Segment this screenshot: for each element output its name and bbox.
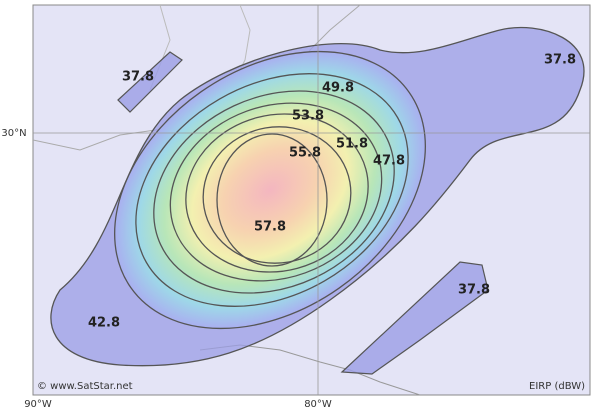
contour-line xyxy=(153,90,395,294)
contour-label: 37.8 xyxy=(544,53,576,68)
longitude-label: 90°W xyxy=(24,399,52,410)
contour-label: 57.8 xyxy=(254,220,286,235)
contour-37-8-south xyxy=(340,261,489,375)
contour-line xyxy=(169,102,383,282)
unit-label: EIRP (dBW) xyxy=(529,381,585,392)
contour-line xyxy=(185,113,369,273)
contour-label: 42.8 xyxy=(88,316,120,331)
contour-label: 49.8 xyxy=(322,81,354,96)
contour-label: 53.8 xyxy=(292,109,324,124)
contour-line xyxy=(135,73,409,307)
contour-label: 47.8 xyxy=(373,154,405,169)
map-body xyxy=(33,5,590,395)
contour-label: 37.8 xyxy=(122,70,154,85)
latitude-label: 30°N xyxy=(1,128,26,139)
contour-label: 51.8 xyxy=(336,137,368,152)
copyright: © www.SatStar.net xyxy=(37,381,133,392)
contour-line xyxy=(216,133,328,267)
contour-line xyxy=(202,126,352,264)
contour-label: 37.8 xyxy=(458,283,490,298)
longitude-label: 80°W xyxy=(304,399,332,410)
contour-42-8 xyxy=(114,50,426,330)
contour-label: 55.8 xyxy=(289,146,321,161)
contour-37-8-north xyxy=(117,51,183,113)
